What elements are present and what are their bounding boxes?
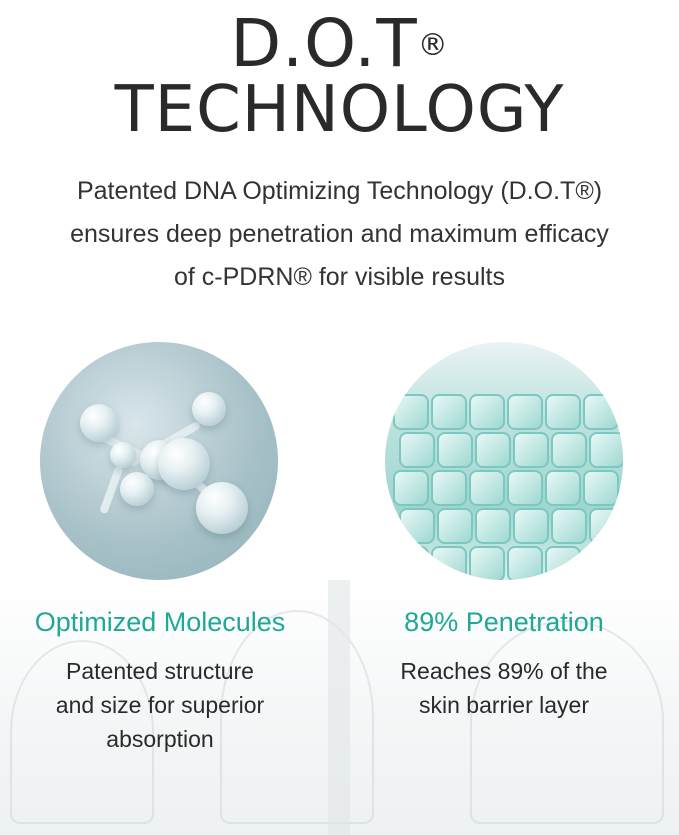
feature-description: Patented structure and size for superior…: [0, 654, 320, 756]
skin-cells-image: [385, 342, 623, 580]
skin-cell-shape: [437, 432, 473, 468]
description-line: and size for superior: [55, 692, 265, 718]
description-line: Patented structure: [66, 658, 254, 684]
skin-cell-shape: [437, 508, 473, 544]
title-line-1: D.O.T®: [230, 5, 449, 82]
skin-cell-shape: [431, 394, 467, 430]
skin-cell-shape: [475, 432, 511, 468]
skin-cell-shape: [545, 546, 581, 580]
skin-cell-shape: [589, 508, 623, 544]
skin-cell-shape: [431, 470, 467, 506]
skin-cell-shape: [431, 546, 467, 580]
skin-cell-shape: [583, 394, 619, 430]
skin-cell-shape: [589, 432, 623, 468]
description-line: absorption: [106, 726, 214, 752]
feature-title-optimized-molecules: Optimized Molecules: [34, 607, 286, 637]
skin-cell-shape: [469, 546, 505, 580]
skin-cell-shape: [469, 470, 505, 506]
intro-line: ensures deep penetration and maximum eff…: [70, 220, 609, 248]
title-line-2: TECHNOLOGY: [114, 73, 565, 147]
intro-line: Patented DNA Optimizing Technology (D.O.…: [76, 177, 603, 205]
molecule-image: [40, 342, 278, 580]
skin-cell-shape: [469, 394, 505, 430]
flask-shape: [220, 610, 374, 824]
description-line: skin barrier layer: [419, 692, 589, 718]
skin-cell-shape: [393, 470, 429, 506]
feature-description: Reaches 89% of the skin barrier layer: [344, 654, 664, 722]
skin-cell-shape: [583, 546, 619, 580]
skin-cell-shape: [399, 432, 435, 468]
description-line: Reaches 89% of the: [400, 658, 608, 684]
intro-line: of c-PDRN® for visible results: [174, 263, 505, 291]
skin-cell-shape: [513, 432, 549, 468]
skin-cell-shape: [507, 394, 543, 430]
skin-cell-shape: [475, 508, 511, 544]
flask-shape: [10, 640, 154, 824]
skin-cell-shape: [393, 546, 429, 580]
skin-cell-shape: [551, 508, 587, 544]
skin-cell-shape: [583, 470, 619, 506]
test-tube-shape: [328, 580, 350, 835]
skin-cell-shape: [545, 470, 581, 506]
skin-cell-shape: [399, 508, 435, 544]
skin-cell-shape: [551, 432, 587, 468]
skin-cell-shape: [507, 546, 543, 580]
lab-glassware-background: [0, 580, 679, 835]
flask-shape: [470, 620, 664, 824]
skin-cell-shape: [393, 394, 429, 430]
skin-cell-shape: [513, 508, 549, 544]
skin-cell-shape: [507, 470, 543, 506]
intro-text: Patented DNA Optimizing Technology (D.O.…: [0, 170, 679, 299]
feature-title-penetration: 89% Penetration: [404, 607, 604, 637]
skin-cell-shape: [545, 394, 581, 430]
